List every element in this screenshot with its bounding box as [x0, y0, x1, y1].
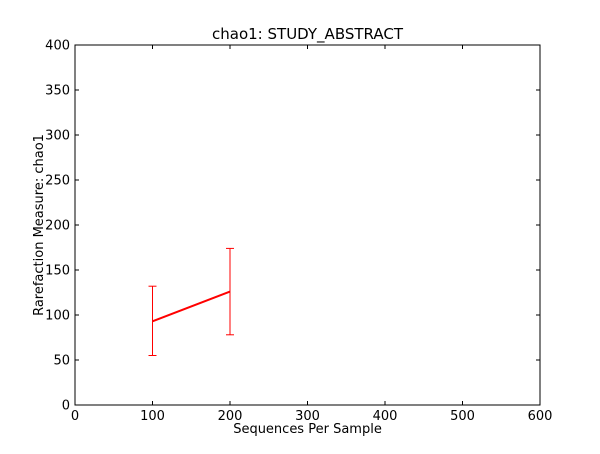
x-axis-ticks: 0 100 200 300 400 500 600: [71, 45, 553, 424]
chart-title: chao1: STUDY_ABSTRACT: [212, 25, 404, 44]
y-tick-label: 200: [45, 219, 70, 234]
series-line: [152, 290, 231, 323]
x-tick-label: 400: [373, 409, 398, 424]
x-tick-label: 200: [218, 409, 243, 424]
y-tick-label: 400: [45, 39, 70, 54]
y-axis-ticks: 0 50 100 150 200 250 300 350 400: [45, 39, 540, 414]
x-tick-label: 0: [71, 409, 79, 424]
x-tick-label: 500: [450, 409, 475, 424]
y-tick-label: 0: [62, 399, 70, 414]
series-layer: [148, 247, 234, 356]
y-tick-label: 100: [45, 309, 70, 324]
y-tick-label: 300: [45, 129, 70, 144]
x-axis-label: Sequences Per Sample: [233, 422, 382, 437]
x-tick-label: 300: [295, 409, 320, 424]
y-axis-label: Rarefaction Measure: chao1: [32, 134, 47, 316]
y-tick-label: 250: [45, 174, 70, 189]
x-tick-label: 600: [528, 409, 553, 424]
y-tick-label: 150: [45, 264, 70, 279]
x-tick-label: 100: [140, 409, 165, 424]
y-tick-label: 350: [45, 84, 70, 99]
y-tick-label: 50: [53, 354, 70, 369]
